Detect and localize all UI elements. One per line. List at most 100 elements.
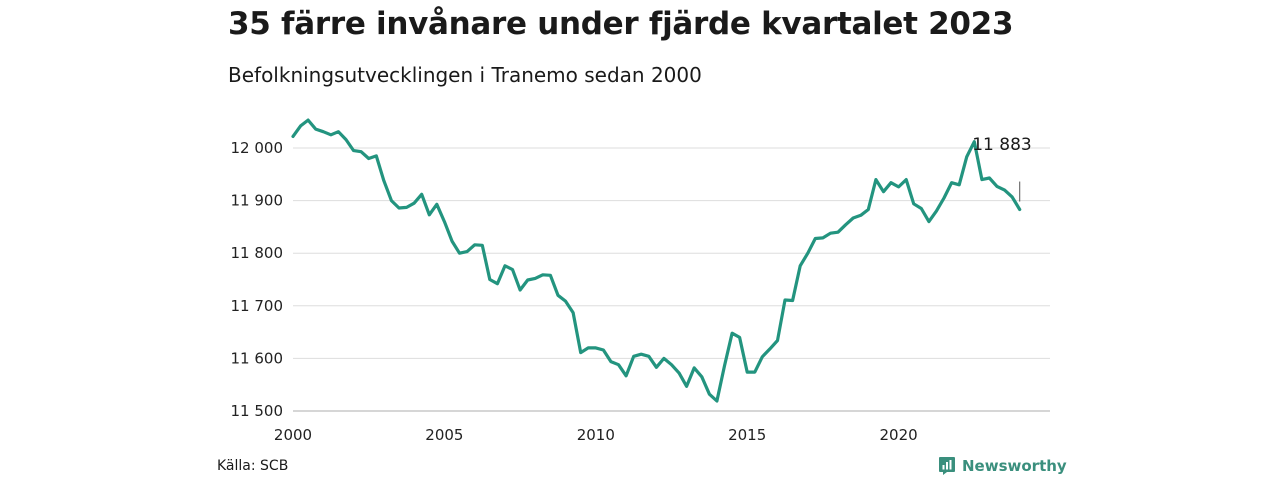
data-point bbox=[609, 360, 613, 364]
data-point bbox=[897, 185, 901, 189]
data-point bbox=[692, 366, 696, 370]
data-point bbox=[291, 134, 295, 138]
data-point bbox=[511, 268, 515, 272]
data-point bbox=[352, 149, 356, 153]
data-point bbox=[405, 205, 409, 209]
data-point bbox=[306, 118, 310, 122]
source-label: Källa: SCB bbox=[217, 458, 289, 474]
data-point bbox=[919, 206, 923, 210]
data-point bbox=[458, 251, 462, 255]
data-point bbox=[912, 202, 916, 206]
data-point bbox=[571, 311, 575, 315]
data-point bbox=[859, 213, 863, 217]
data-point bbox=[828, 231, 832, 235]
data-point bbox=[601, 348, 605, 352]
data-point bbox=[904, 178, 908, 182]
series bbox=[291, 118, 1022, 403]
data-point bbox=[647, 354, 651, 358]
data-point bbox=[730, 331, 734, 335]
newsworthy-logo-icon bbox=[939, 457, 955, 475]
data-point bbox=[617, 363, 621, 367]
data-point bbox=[662, 356, 666, 360]
data-point bbox=[715, 399, 719, 403]
data-point bbox=[321, 130, 325, 134]
x-tick-label: 2005 bbox=[425, 426, 463, 444]
chart-title: 35 färre invånare under fjärde kvartalet… bbox=[228, 6, 1014, 42]
data-point bbox=[480, 243, 484, 247]
annotation-label: 11 883 bbox=[972, 135, 1031, 155]
data-point bbox=[367, 157, 371, 161]
data-point bbox=[753, 370, 757, 374]
x-axis-ticks: 2000 2005 2010 2015 2020 bbox=[274, 426, 918, 444]
y-tick-label: 12 000 bbox=[231, 139, 284, 157]
data-point bbox=[768, 347, 772, 351]
data-point bbox=[874, 178, 878, 182]
data-point bbox=[670, 363, 674, 367]
data-point bbox=[359, 150, 363, 154]
data-point bbox=[412, 201, 416, 205]
data-point bbox=[526, 278, 530, 282]
y-tick-label: 11 600 bbox=[231, 349, 284, 367]
data-point bbox=[639, 352, 643, 356]
data-point bbox=[980, 178, 984, 182]
data-point bbox=[374, 154, 378, 158]
data-point bbox=[389, 199, 393, 203]
y-tick-label: 11 700 bbox=[231, 297, 284, 315]
data-point bbox=[798, 264, 802, 268]
data-point bbox=[685, 384, 689, 388]
data-point bbox=[844, 223, 848, 227]
data-point bbox=[329, 133, 333, 137]
data-point bbox=[677, 371, 681, 375]
data-point bbox=[866, 208, 870, 212]
data-point bbox=[881, 190, 885, 194]
data-point bbox=[783, 298, 787, 302]
data-point bbox=[465, 250, 469, 254]
data-point bbox=[397, 206, 401, 210]
data-point bbox=[995, 184, 999, 188]
chart-subtitle: Befolkningsutvecklingen i Tranemo sedan … bbox=[228, 63, 702, 87]
data-point bbox=[934, 209, 938, 213]
data-point bbox=[382, 179, 386, 183]
data-point bbox=[495, 282, 499, 286]
data-point bbox=[700, 375, 704, 379]
data-point bbox=[564, 299, 568, 303]
data-point bbox=[889, 181, 893, 185]
data-point bbox=[488, 278, 492, 282]
data-point bbox=[624, 374, 628, 378]
data-point bbox=[632, 354, 636, 358]
series-line bbox=[291, 118, 1022, 403]
data-point bbox=[950, 181, 954, 185]
data-point bbox=[450, 239, 454, 243]
data-point bbox=[548, 273, 552, 277]
data-point bbox=[745, 370, 749, 374]
data-point bbox=[473, 243, 477, 247]
data-point bbox=[738, 335, 742, 339]
data-point bbox=[594, 346, 598, 350]
data-point bbox=[586, 346, 590, 350]
data-point bbox=[442, 220, 446, 224]
brand-logo[interactable]: Newsworthy bbox=[938, 456, 1067, 476]
data-point bbox=[427, 213, 431, 217]
data-point bbox=[314, 127, 318, 131]
data-point bbox=[821, 236, 825, 240]
data-point bbox=[503, 264, 507, 268]
data-point bbox=[336, 130, 340, 134]
data-point bbox=[1010, 195, 1014, 199]
data-point bbox=[707, 392, 711, 396]
data-point bbox=[299, 124, 303, 128]
x-tick-label: 2000 bbox=[274, 426, 312, 444]
data-point bbox=[791, 299, 795, 303]
data-point bbox=[1003, 188, 1007, 192]
data-point bbox=[518, 288, 522, 292]
data-point bbox=[435, 202, 439, 206]
x-tick-label: 2015 bbox=[728, 426, 766, 444]
y-tick-label: 11 900 bbox=[231, 192, 284, 210]
brand-name: Newsworthy bbox=[962, 457, 1067, 475]
y-axis-ticks: 11 500 11 600 11 700 11 800 11 900 12 000 bbox=[231, 139, 284, 420]
data-point bbox=[806, 251, 810, 255]
data-point bbox=[813, 236, 817, 240]
data-point bbox=[654, 365, 658, 369]
data-point bbox=[541, 273, 545, 277]
data-point bbox=[927, 220, 931, 224]
